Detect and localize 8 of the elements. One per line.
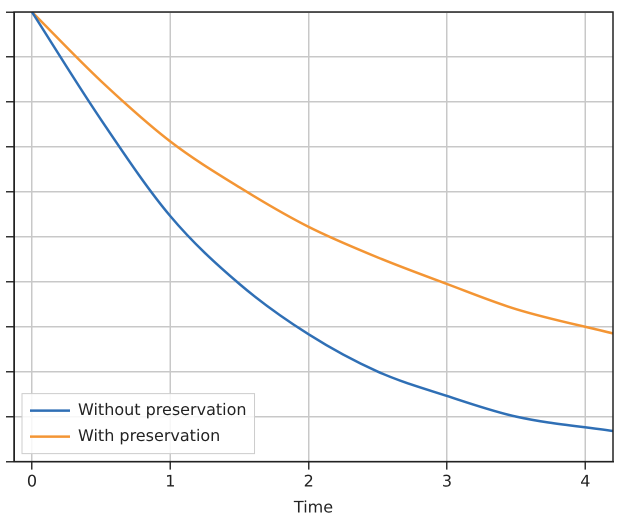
legend-label: Without preservation (78, 400, 247, 419)
x-tick-label: 1 (165, 471, 176, 490)
x-tick-label: 0 (26, 471, 38, 490)
x-tick-label: 4 (580, 471, 590, 490)
legend-label: With preservation (78, 426, 220, 445)
x-axis-title: Time (292, 498, 334, 517)
x-tick-label: 3 (442, 471, 452, 490)
x-tick-label: 2 (304, 471, 314, 490)
